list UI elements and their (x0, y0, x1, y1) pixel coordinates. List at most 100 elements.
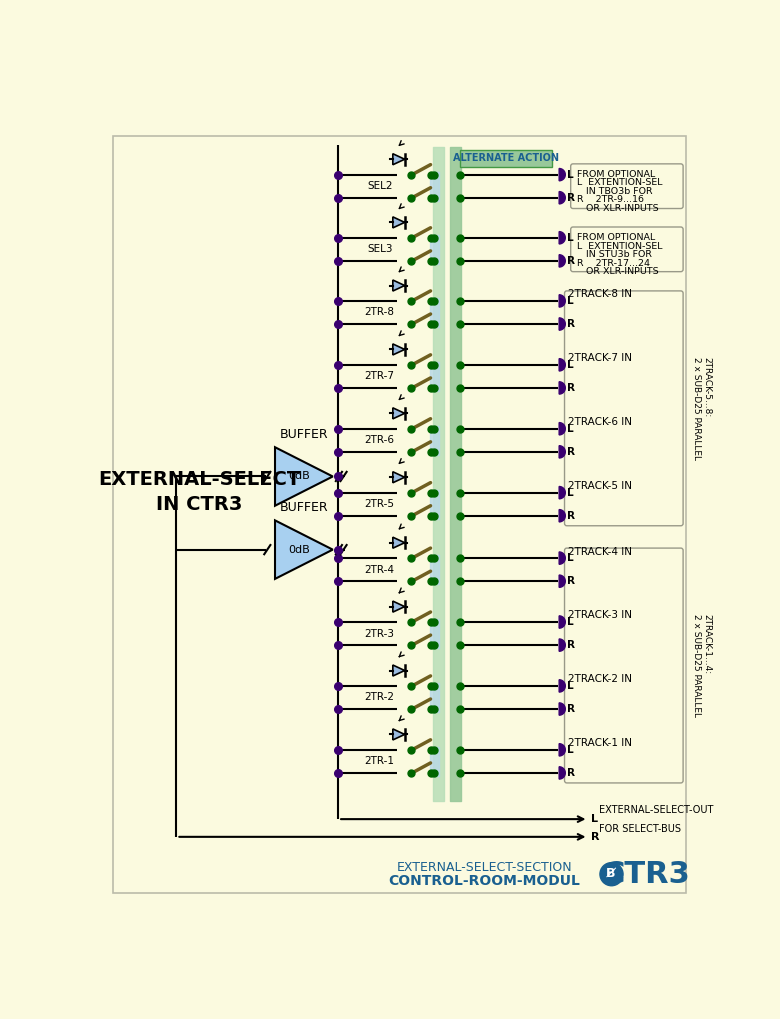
Polygon shape (393, 537, 405, 548)
Text: L: L (567, 745, 573, 755)
Text: R: R (567, 193, 575, 203)
Text: OR XLR-INPUTS: OR XLR-INPUTS (577, 267, 658, 276)
Text: EXTERNAL-SELECT-OUT: EXTERNAL-SELECT-OUT (599, 805, 714, 814)
Text: OR XLR-INPUTS: OR XLR-INPUTS (577, 204, 658, 213)
Polygon shape (559, 575, 566, 587)
Text: R: R (567, 768, 575, 777)
Text: L: L (567, 424, 573, 434)
Text: R: R (591, 832, 600, 842)
Text: 2TRACK-3 IN: 2TRACK-3 IN (569, 610, 633, 621)
Polygon shape (559, 359, 566, 371)
Text: 2TRACK-1 IN: 2TRACK-1 IN (569, 739, 633, 748)
FancyBboxPatch shape (113, 137, 686, 893)
Text: L: L (567, 169, 573, 179)
Text: R: R (567, 640, 575, 650)
Text: R    2TR-17...24: R 2TR-17...24 (577, 259, 650, 268)
Text: R: R (567, 319, 575, 329)
Text: 2TRACK-6 IN: 2TRACK-6 IN (569, 417, 633, 427)
Polygon shape (559, 382, 566, 394)
Text: R: R (567, 447, 575, 457)
Text: FROM OPTIONAL: FROM OPTIONAL (577, 233, 655, 243)
Text: FROM OPTIONAL: FROM OPTIONAL (577, 170, 655, 179)
Text: L: L (567, 681, 573, 691)
Text: L: L (591, 814, 598, 824)
Text: EXTERNAL-SELECT
IN CTR3: EXTERNAL-SELECT IN CTR3 (98, 470, 300, 514)
Text: 0dB: 0dB (289, 472, 310, 482)
Polygon shape (275, 521, 333, 579)
Polygon shape (393, 601, 405, 612)
Text: FOR SELECT-BUS: FOR SELECT-BUS (599, 823, 681, 834)
Polygon shape (393, 280, 405, 291)
Text: R: R (567, 256, 575, 266)
Polygon shape (393, 408, 405, 419)
Text: CTR3: CTR3 (602, 860, 690, 889)
Polygon shape (559, 231, 566, 244)
Polygon shape (559, 294, 566, 307)
Polygon shape (559, 168, 566, 180)
Text: 2TRACK-2 IN: 2TRACK-2 IN (569, 675, 633, 685)
Text: B̸: B̸ (607, 868, 616, 880)
Text: L: L (567, 553, 573, 564)
Text: 2TRACK-5...8:
2 x SUB-D25 PARALLEL: 2TRACK-5...8: 2 x SUB-D25 PARALLEL (692, 357, 711, 460)
Polygon shape (393, 154, 405, 165)
Text: 2TRACK-5 IN: 2TRACK-5 IN (569, 481, 633, 491)
Text: 2TR-5: 2TR-5 (365, 499, 395, 510)
Text: 2TRACK-1...4:
2 x SUB-D25 PARALLEL: 2TRACK-1...4: 2 x SUB-D25 PARALLEL (692, 614, 711, 717)
Text: L  EXTENTION-SEL: L EXTENTION-SEL (577, 178, 662, 187)
Polygon shape (559, 680, 566, 692)
Text: IN TBO3b FOR: IN TBO3b FOR (577, 186, 653, 196)
Polygon shape (559, 192, 566, 204)
Polygon shape (559, 703, 566, 715)
Text: 2TRACK-7 IN: 2TRACK-7 IN (569, 354, 633, 364)
Text: 2TR-6: 2TR-6 (365, 435, 395, 445)
Polygon shape (559, 318, 566, 330)
Text: L: L (567, 360, 573, 370)
Polygon shape (559, 744, 566, 756)
FancyBboxPatch shape (571, 227, 683, 272)
FancyBboxPatch shape (460, 150, 552, 167)
Polygon shape (559, 615, 566, 628)
Text: L  EXTENTION-SEL: L EXTENTION-SEL (577, 242, 662, 251)
Text: R    2TR-9...16: R 2TR-9...16 (577, 196, 644, 205)
Text: 0dB: 0dB (289, 544, 310, 554)
Polygon shape (393, 665, 405, 676)
Polygon shape (393, 217, 405, 228)
Circle shape (600, 863, 623, 886)
Text: L: L (567, 618, 573, 627)
Polygon shape (275, 447, 333, 505)
Polygon shape (559, 510, 566, 522)
Text: 2TR-7: 2TR-7 (365, 371, 395, 381)
Polygon shape (559, 423, 566, 435)
Text: R: R (567, 704, 575, 714)
Text: R: R (567, 511, 575, 521)
Text: R: R (567, 576, 575, 586)
Text: BUFFER: BUFFER (279, 428, 328, 441)
Text: L: L (567, 488, 573, 497)
Text: BUFFER: BUFFER (279, 501, 328, 515)
Text: EXTERNAL-SELECT-SECTION: EXTERNAL-SELECT-SECTION (397, 861, 573, 874)
Polygon shape (559, 486, 566, 499)
Text: 2TR-4: 2TR-4 (365, 565, 395, 575)
Polygon shape (559, 639, 566, 651)
Text: CONTROL-ROOM-MODUL: CONTROL-ROOM-MODUL (388, 873, 580, 888)
Text: 2TR-2: 2TR-2 (365, 693, 395, 702)
Polygon shape (559, 552, 566, 565)
Text: IN STU3b FOR: IN STU3b FOR (577, 250, 652, 259)
Text: ALTERNATE ACTION: ALTERNATE ACTION (453, 154, 559, 163)
Text: 2TR-3: 2TR-3 (365, 629, 395, 639)
Polygon shape (393, 472, 405, 483)
Text: L: L (567, 232, 573, 243)
Text: R: R (567, 383, 575, 393)
Polygon shape (393, 729, 405, 740)
Polygon shape (559, 255, 566, 267)
Text: 2TR-8: 2TR-8 (365, 308, 395, 318)
Polygon shape (559, 445, 566, 458)
Polygon shape (559, 766, 566, 780)
Text: 2TRACK-4 IN: 2TRACK-4 IN (569, 546, 633, 556)
Text: L: L (567, 296, 573, 306)
FancyBboxPatch shape (571, 164, 683, 209)
Polygon shape (393, 344, 405, 355)
Text: SEL2: SEL2 (367, 181, 392, 192)
Text: SEL3: SEL3 (367, 245, 392, 255)
Text: 2TR-1: 2TR-1 (365, 756, 395, 766)
